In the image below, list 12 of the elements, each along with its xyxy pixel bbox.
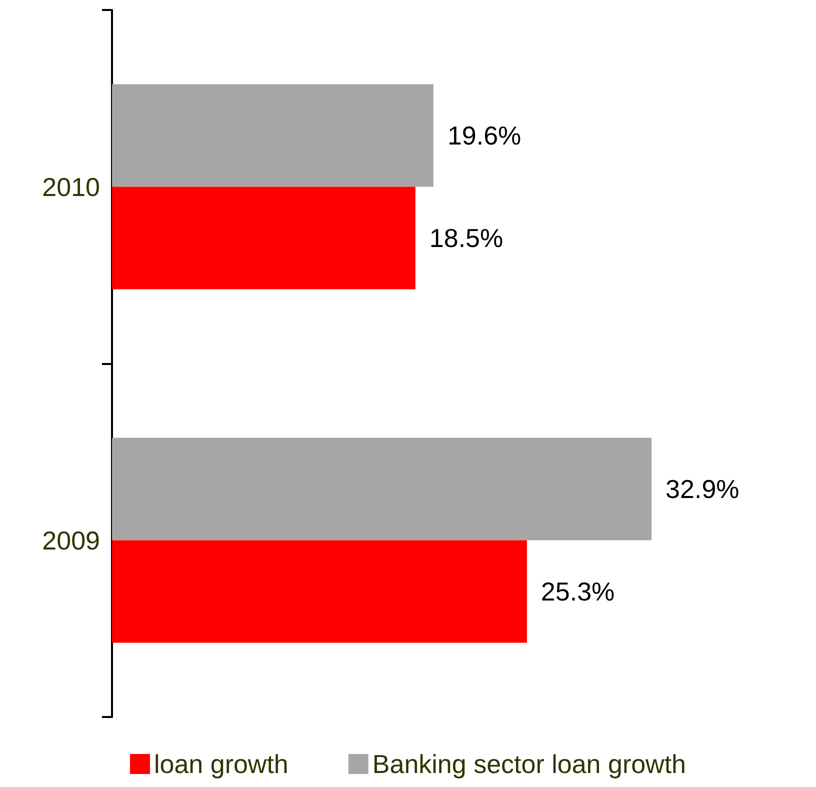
legend-label: Banking sector loan growth — [372, 749, 686, 779]
data-label: 25.3% — [540, 576, 615, 607]
legend-label: loan growth — [154, 749, 288, 779]
data-label: 32.9% — [666, 474, 740, 504]
bar — [112, 540, 527, 643]
y-tick-label: 2010 — [42, 172, 100, 202]
bar — [112, 84, 434, 187]
bar — [112, 186, 416, 290]
data-label: 19.6% — [447, 120, 522, 150]
y-tick-label: 2009 — [42, 525, 100, 556]
data-label: 18.5% — [429, 223, 504, 254]
bar — [112, 438, 652, 540]
